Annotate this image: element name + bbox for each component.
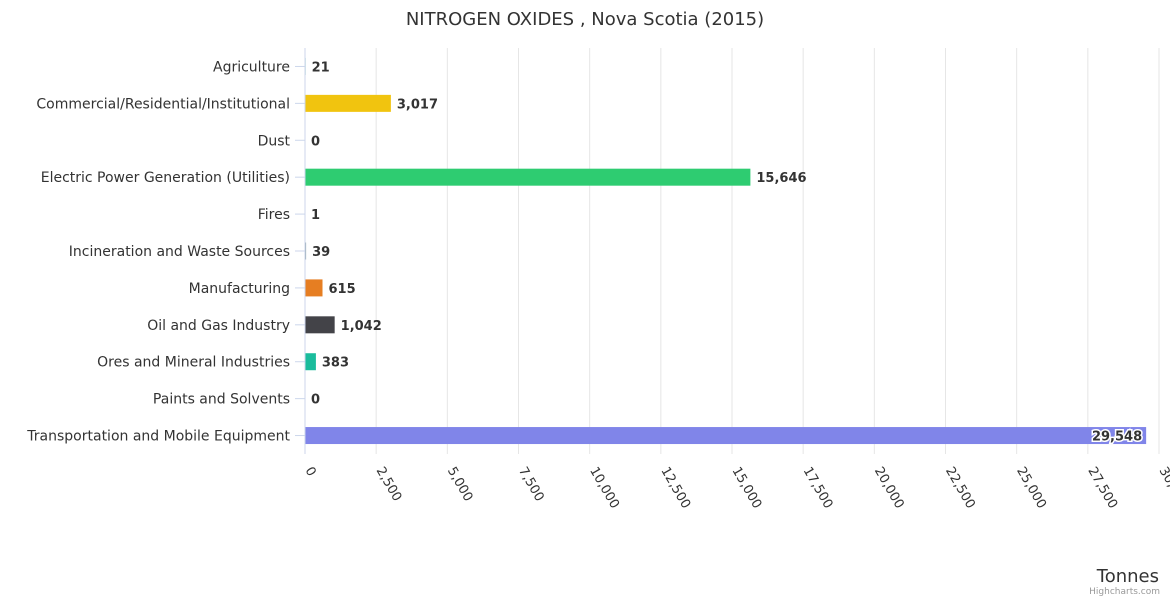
data-label: 0	[311, 134, 320, 149]
category-label: Fires	[258, 207, 290, 223]
bar[interactable]	[305, 279, 323, 296]
bars	[305, 58, 1146, 444]
category-label: Ores and Mineral Industries	[97, 355, 290, 371]
data-label: 15,646	[756, 171, 806, 186]
bar[interactable]	[305, 95, 391, 112]
data-label: 39	[312, 245, 330, 260]
category-label: Transportation and Mobile Equipment	[26, 429, 290, 445]
data-label: 29,548	[1092, 430, 1142, 445]
bar[interactable]	[305, 316, 335, 333]
category-label: Agriculture	[213, 59, 290, 75]
data-label: 1	[311, 208, 320, 223]
credits-link[interactable]: Highcharts.com	[1089, 587, 1160, 597]
category-label: Paints and Solvents	[153, 392, 290, 408]
data-label: 1,042	[341, 319, 382, 334]
x-tick-label: 17,500	[800, 465, 836, 512]
x-tick-label: 10,000	[586, 465, 622, 512]
x-tick-label: 5,000	[444, 465, 476, 505]
category-label: Incineration and Waste Sources	[69, 244, 290, 260]
x-tick-label: 22,500	[942, 465, 978, 512]
x-tick-label: 15,000	[729, 465, 765, 512]
x-tick-label: 30,000	[1156, 465, 1170, 512]
x-tick-label: 25,000	[1013, 465, 1049, 512]
category-labels: Agriculture Commercial/Residential/Instit…	[26, 59, 305, 444]
x-tick-label: 7,500	[515, 465, 547, 505]
data-label: 0	[311, 393, 320, 408]
category-label: Electric Power Generation (Utilities)	[41, 170, 290, 186]
data-label: 615	[329, 282, 356, 297]
data-label: 21	[312, 60, 330, 75]
data-label: 383	[322, 356, 349, 371]
bar[interactable]	[305, 427, 1146, 444]
category-label: Dust	[258, 133, 291, 149]
chart-title: NITROGEN OXIDES , Nova Scotia (2015)	[406, 9, 764, 30]
category-label: Oil and Gas Industry	[147, 318, 290, 334]
x-tick-label: 27,500	[1084, 465, 1120, 512]
x-tick-label: 20,000	[871, 465, 907, 512]
x-axis-tick-labels: 0 2,500 5,000 7,500 10,000 12,500 15,000 17,500…	[302, 465, 1170, 512]
x-tick-label: 12,500	[657, 465, 693, 512]
x-axis-title: Tonnes	[1096, 566, 1159, 587]
x-tick-label: 2,500	[373, 465, 405, 505]
data-labels: 21 3,017 0 15,646 1 39 615 1,042 383 0 29,548	[311, 60, 1142, 444]
bar[interactable]	[305, 169, 750, 186]
bar[interactable]	[305, 353, 316, 370]
x-tick-label: 0	[302, 465, 319, 480]
grid-lines	[376, 48, 1159, 454]
category-label: Manufacturing	[189, 281, 290, 297]
category-label: Commercial/Residential/Institutional	[36, 96, 290, 112]
data-label: 3,017	[397, 97, 438, 112]
